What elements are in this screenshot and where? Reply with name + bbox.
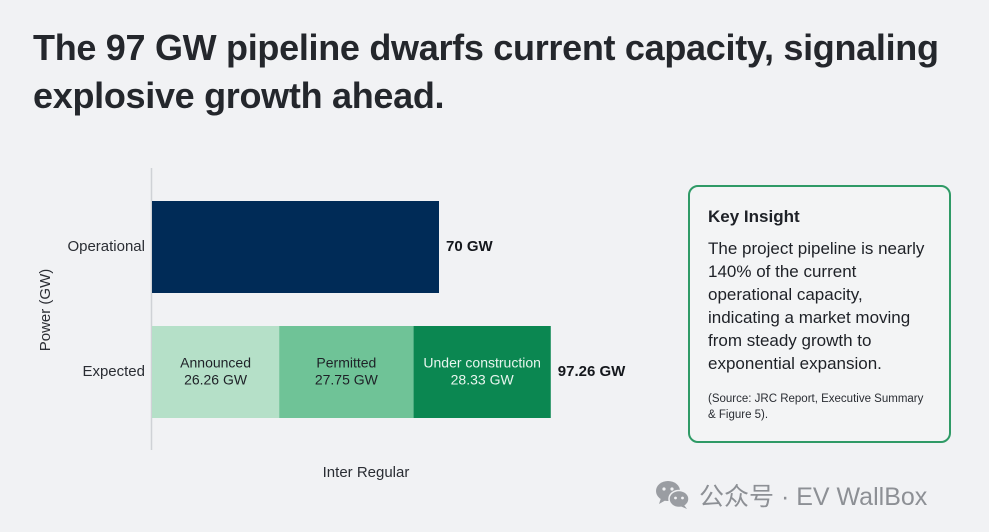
- segment-label-permitted: Permitted: [316, 355, 376, 371]
- segment-value-under-construction: 28.33 GW: [451, 372, 515, 388]
- bar-segment-announced: [152, 326, 280, 418]
- insight-heading: Key Insight: [708, 207, 800, 226]
- insight-source: (Source: JRC Report, Executive Summary &…: [708, 393, 924, 421]
- segment-value-announced: 26.26 GW: [184, 372, 248, 388]
- page-title: The 97 GW pipeline dwarfs current capaci…: [33, 27, 939, 116]
- segment-value-permitted: 27.75 GW: [315, 372, 379, 388]
- x-axis-title: Inter Regular: [323, 464, 410, 481]
- segment-label-announced: Announced: [180, 355, 251, 371]
- watermark-text: 公众号 · EV WallBox: [699, 483, 928, 511]
- insight-body: The project pipeline is nearly 140% of t…: [708, 239, 925, 373]
- wechat-icon: [656, 481, 690, 509]
- total-label-operational: 70 GW: [446, 238, 494, 255]
- y-axis-title: Power (GW): [37, 269, 54, 352]
- bar-segment-permitted: [279, 326, 414, 418]
- key-insight-card: Key Insight The project pipeline is near…: [688, 185, 951, 443]
- category-label-expected: Expected: [82, 363, 145, 380]
- bar-segment-under-construction: [413, 326, 551, 418]
- watermark: 公众号 · EV WallBox: [655, 477, 927, 513]
- total-label-expected: 97.26 GW: [558, 363, 626, 380]
- bar-segment-operational: [152, 201, 439, 293]
- segment-label-under-construction: Under construction: [423, 355, 541, 371]
- category-label-operational: Operational: [67, 238, 145, 255]
